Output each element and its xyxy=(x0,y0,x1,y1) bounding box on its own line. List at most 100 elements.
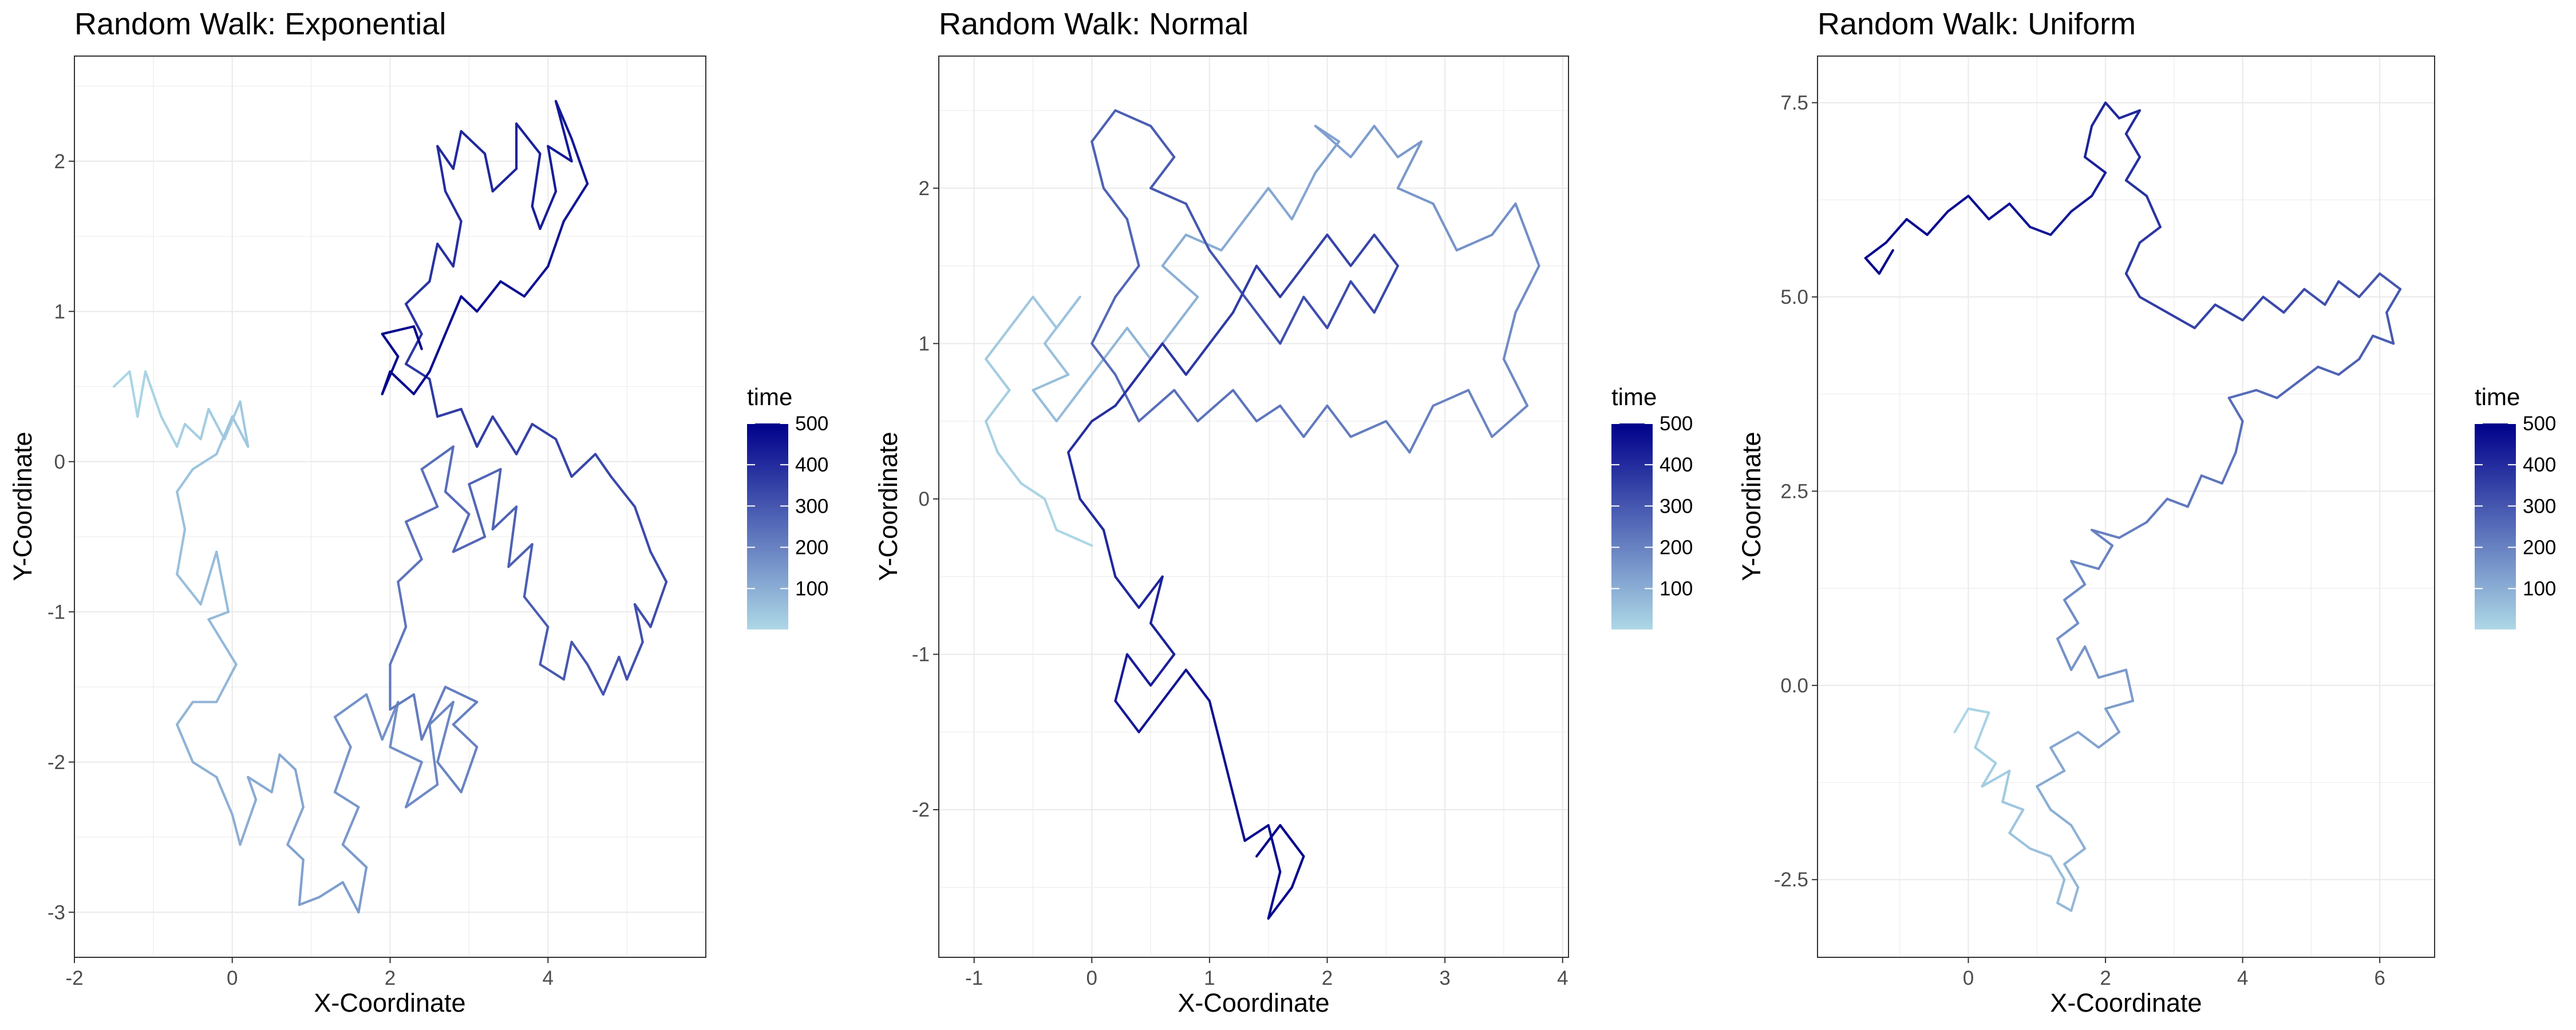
walk-segment xyxy=(2008,831,2032,850)
walk-segment xyxy=(428,332,447,373)
walk-segment xyxy=(1279,264,1305,299)
legend-tick-label: 300 xyxy=(2523,495,2556,517)
walk-segment xyxy=(1067,451,1081,501)
walk-segment xyxy=(1161,233,1187,267)
walk-segment xyxy=(2091,101,2107,128)
legend-tick-label: 100 xyxy=(2523,578,2556,600)
walk-segment xyxy=(2001,769,2011,803)
walk-segment xyxy=(2138,295,2168,314)
walk-segment xyxy=(2337,358,2361,376)
walk-segment xyxy=(476,280,502,313)
walk-segment xyxy=(128,370,139,418)
walk-segment xyxy=(444,490,471,516)
walk-segment xyxy=(381,700,400,741)
x-tick-label: 0 xyxy=(227,967,238,989)
walk-segment xyxy=(1502,358,1529,407)
walk-segment xyxy=(1161,668,1187,703)
walk-segment xyxy=(2124,272,2142,299)
walk-segment xyxy=(444,295,463,335)
walk-segment xyxy=(428,700,455,726)
legend-tick-label: 200 xyxy=(1660,536,1693,558)
walk-segment xyxy=(1055,389,1081,423)
walk-segment xyxy=(2049,808,2073,827)
walk-segment xyxy=(247,775,273,794)
walk-segment xyxy=(491,415,518,455)
walk-segment xyxy=(2084,645,2100,679)
panel-border-normal xyxy=(938,56,1569,958)
walk-segment xyxy=(610,475,637,508)
walk-segment xyxy=(1055,529,1093,547)
walk-segment xyxy=(452,130,463,170)
walk-segment xyxy=(2049,210,2073,236)
walk-segment xyxy=(1314,125,1352,159)
walk-segment xyxy=(1149,156,1176,189)
walk-segment xyxy=(1432,389,1470,407)
walk-segment xyxy=(562,640,573,681)
walk-segment xyxy=(2056,622,2080,640)
walk-segment xyxy=(2166,311,2196,330)
walk-segment xyxy=(215,415,234,455)
walk-segment xyxy=(633,603,652,628)
walk-segment xyxy=(1946,195,1970,213)
legend-tick-label: 400 xyxy=(1660,454,1693,476)
walk-segment xyxy=(404,760,423,809)
walk-line-normal xyxy=(985,109,1540,920)
walk-segment xyxy=(985,327,1011,360)
y-tick-label: 1 xyxy=(919,332,930,355)
walk-segment xyxy=(428,378,439,418)
walk-segment xyxy=(286,843,305,861)
walk-segment xyxy=(1349,233,1376,267)
x-axis-title-normal: X-Coordinate xyxy=(1178,988,1329,1017)
walk-segment xyxy=(176,490,187,531)
walk-segment xyxy=(436,760,463,794)
walk-segment xyxy=(1267,187,1293,221)
walk-segment xyxy=(1149,622,1176,656)
walk-segment xyxy=(420,445,455,471)
walk-segment xyxy=(333,715,352,748)
walk-segment xyxy=(2091,529,2121,539)
walk-segment xyxy=(389,625,408,666)
walk-segment xyxy=(468,482,487,538)
walk-segment xyxy=(1243,824,1270,842)
y-tick-label: 0.0 xyxy=(1780,675,1808,697)
walk-segment xyxy=(1432,202,1458,252)
walk-segment xyxy=(2029,847,2052,858)
walk-line-exponential xyxy=(112,100,668,914)
legend-colorbar-exponential xyxy=(747,423,788,629)
y-tick-label: 2.5 xyxy=(1780,480,1808,502)
walk-segment xyxy=(625,640,644,681)
walk-segment xyxy=(985,358,1011,391)
walk-segment xyxy=(207,611,230,621)
walk-segment xyxy=(1184,668,1211,703)
walk-segment xyxy=(1008,295,1034,330)
walk-segment xyxy=(507,505,518,568)
walk-segment xyxy=(341,881,360,914)
walk-segment xyxy=(1137,342,1164,376)
walk-segment xyxy=(2008,808,2025,834)
walk-segment xyxy=(2221,451,2237,485)
walk-segment xyxy=(389,693,416,711)
walk-segment xyxy=(2091,529,2114,547)
x-tick-label: 6 xyxy=(2374,967,2385,989)
walk-segment xyxy=(1974,711,1990,749)
walk-segment xyxy=(2056,901,2073,912)
walk-segment xyxy=(1279,824,1305,858)
walk-segment xyxy=(412,693,423,741)
walk-segment xyxy=(404,505,439,523)
walk-segment xyxy=(389,746,423,763)
walk-segment xyxy=(144,370,163,418)
walk-segment xyxy=(1988,202,2011,221)
walk-segment xyxy=(2084,125,2093,159)
walk-segment xyxy=(2124,241,2142,275)
walk-segment xyxy=(1114,653,1129,703)
walk-segment xyxy=(1981,769,2011,788)
walk-segment xyxy=(2036,769,2066,788)
y-axis-title-exponential: Y-Coordinate xyxy=(8,431,37,581)
walk-segment xyxy=(515,122,542,155)
legend-tick-label: 300 xyxy=(1660,495,1693,517)
walk-segment xyxy=(199,407,210,441)
walk-segment xyxy=(1078,497,1105,532)
walk-segment xyxy=(507,542,534,568)
walk-segment xyxy=(444,190,463,223)
walk-segment xyxy=(554,438,573,478)
